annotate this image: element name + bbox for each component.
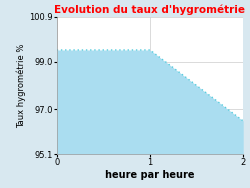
Title: Evolution du taux d'hygrométrie: Evolution du taux d'hygrométrie xyxy=(54,4,246,15)
Y-axis label: Taux hygrométrie %: Taux hygrométrie % xyxy=(17,43,26,128)
X-axis label: heure par heure: heure par heure xyxy=(105,170,195,180)
